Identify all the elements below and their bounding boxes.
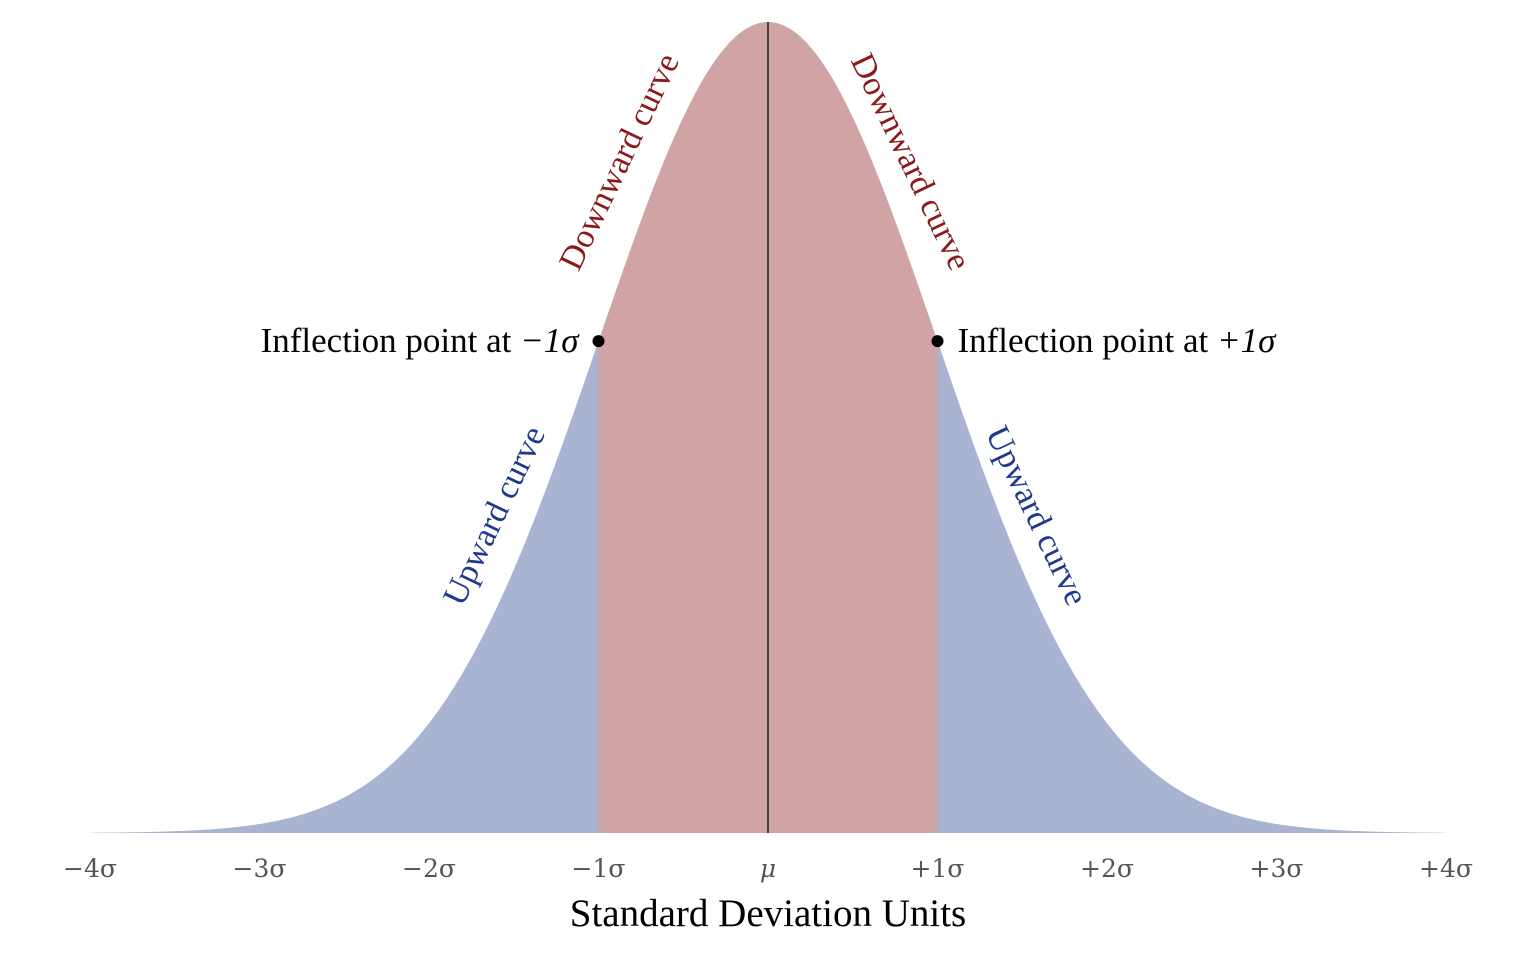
x-tick-label: μ <box>760 854 776 883</box>
inflection-point-marker <box>592 335 605 348</box>
upward-curve-region-right <box>937 341 1446 833</box>
x-tick-label: +1σ <box>911 854 965 883</box>
inflection-point-label: Inflection point at +1σ <box>958 321 1278 360</box>
x-tick-label: +2σ <box>1080 854 1134 883</box>
upward-curve-region-left <box>90 341 599 833</box>
x-tick-label: +3σ <box>1250 854 1304 883</box>
x-axis-title: Standard Deviation Units <box>570 892 966 935</box>
x-tick-label: +4σ <box>1419 854 1473 883</box>
x-tick-label: −1σ <box>572 854 626 883</box>
inflection-points: Inflection point at −1σ Inflection point … <box>261 321 1278 360</box>
x-tick-label: −4σ <box>63 854 117 883</box>
x-tick-label: −2σ <box>402 854 456 883</box>
x-tick-label: −3σ <box>233 854 287 883</box>
inflection-point-marker <box>931 335 944 348</box>
x-axis-ticks: −4σ −3σ −2σ −1σ μ +1σ +2σ +3σ +4σ <box>63 854 1473 883</box>
inflection-point-label: Inflection point at −1σ <box>261 321 581 360</box>
